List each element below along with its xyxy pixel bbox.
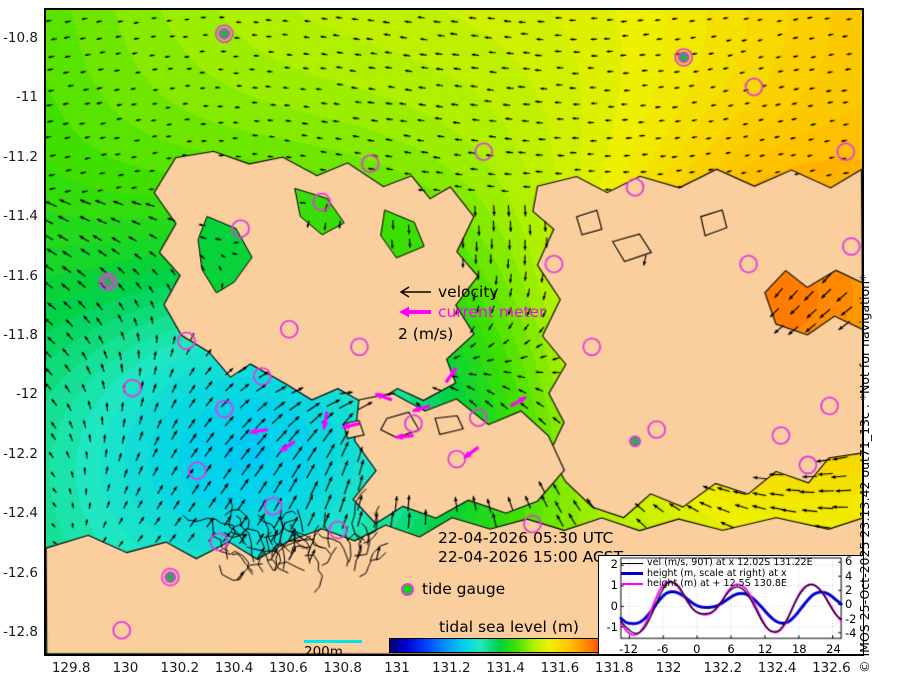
inset-legend-label-velocity: vel (m/s, 90T) at x 12.02S 131.22E [647,557,813,568]
inset-x-tick: 12 [757,642,773,656]
copyright-notice: © IMOS 25-Oct-2025 23:13:42 out71_13c . … [857,274,872,673]
legend-swatch-velocity-icon [621,562,643,564]
lon-tick-label: 131.4 [486,660,525,676]
timestamp-local: 22-04-2026 15:00 ACST [438,548,624,566]
inset-x-tick: 24 [826,642,841,656]
inset-legend-label-height: height (m) at + 12.5S 130.8E [647,578,787,589]
inset-legend: vel (m/s, 90T) at x 12.02S 131.22E heigh… [621,557,813,590]
inset-y-right-tick: 6 [845,554,853,569]
lat-tick-label: -12 [15,386,38,403]
colorbar-gradient [389,638,629,653]
tide-timeseries-inset[interactable]: vel (m/s, 90T) at x 12.02S 131.22E heigh… [598,555,864,655]
lat-tick-label: -11.8 [3,326,38,343]
map-panel[interactable]: velocity current meter 2 (m/s) 22-04-202… [44,8,864,656]
inset-y-left-tick: 0 [610,599,618,614]
lat-tick-label: -12.4 [3,505,38,522]
tide-gauge-legend: tide gauge [401,580,505,598]
lat-tick-label: -11 [15,89,38,106]
inset-y-left-tick: 1 [610,578,618,593]
current-meter-legend-row: current meter [398,302,545,322]
velocity-scale-label: 2 (m/s) [398,325,454,343]
legend-swatch-height-right-icon [621,572,643,576]
colorbar-tick-label: 2 [571,654,580,656]
colorbar-tick-label: -2 [435,654,449,656]
lon-tick-label: 130.8 [323,660,362,676]
lat-tick-label: -11.4 [3,208,38,225]
inset-y-right-tick: -2 [845,611,857,626]
inset-x-tick: -6 [656,642,669,656]
tide-gauge-legend-label: tide gauge [422,580,506,598]
scale-bar-label: 200m [304,644,343,656]
tide-timeseries-plot [599,556,863,654]
velocity-legend-label: velocity [438,283,499,301]
colorbar-ticks: -2 0 2 [389,654,629,656]
inset-legend-label-height-right: height (m, scale at right) at x [647,567,787,579]
inset-y-right-tick: 0 [845,597,853,612]
inset-legend-item-height-right: height (m, scale at right) at x [621,567,813,580]
tidal-sea-level-map[interactable] [46,10,862,654]
colorbar-title: tidal sea level (m) [439,618,579,636]
lon-tick-label: 132 [655,660,682,676]
velocity-arrow-icon [398,284,432,300]
inset-x-tick: 0 [693,642,701,656]
inset-y-right-tick: 2 [845,583,853,598]
current-meter-arrow-icon [398,304,432,320]
inset-y-right-tick: -4 [845,626,857,641]
inset-legend-item-velocity: vel (m/s, 90T) at x 12.02S 131.22E [621,557,813,569]
inset-y-left-tick: -1 [606,620,618,635]
timestamp-utc: 22-04-2026 05:30 UTC [438,529,614,547]
legend-swatch-height-icon [621,583,643,586]
lon-tick-label: 131.6 [540,660,580,676]
scale-bar: 200m [304,640,362,656]
vector-legend: velocity current meter 2 (m/s) [398,282,545,343]
lat-tick-label: -11.2 [3,148,38,165]
scale-bar-line [304,640,362,643]
inset-x-tick: -12 [619,642,638,656]
lat-tick-label: -11.6 [3,267,38,284]
lon-tick-label: 130.6 [269,660,308,676]
inset-x-tick: 6 [727,642,735,656]
tide-gauge-marker-icon [401,582,414,596]
lat-tick-label: -12.6 [3,564,38,581]
lon-tick-label: 130 [112,660,139,676]
current-meter-legend-label: current meter [438,303,546,321]
colorbar-tick-label: 0 [505,654,514,656]
lon-tick-label: 132.4 [757,660,797,676]
velocity-legend-row: velocity [398,282,545,302]
inset-x-tick: 18 [791,642,807,656]
lon-tick-label: 129.8 [51,660,91,676]
lon-tick-label: 132.2 [703,660,743,676]
lon-tick-label: 131.2 [431,660,471,676]
lat-tick-label: -10.8 [3,29,38,46]
inset-legend-item-height: height (m) at + 12.5S 130.8E [621,578,813,590]
lat-tick-label: -12.8 [3,624,38,641]
timestamp-block: 22-04-2026 05:30 UTC 22-04-2026 15:00 AC… [438,529,623,567]
inset-y-left-tick: 2 [610,557,618,572]
lon-tick-label: 132.6 [812,660,851,676]
lon-tick-label: 131 [384,660,410,676]
lon-tick-label: 131.8 [594,660,634,676]
lon-tick-label: 130.4 [214,660,254,676]
lon-tick-label: 130.2 [160,660,200,676]
colorbar: tidal sea level (m) -2 0 2 [389,618,629,656]
lat-tick-label: -12.2 [3,445,38,462]
inset-y-right-tick: 4 [845,568,853,583]
